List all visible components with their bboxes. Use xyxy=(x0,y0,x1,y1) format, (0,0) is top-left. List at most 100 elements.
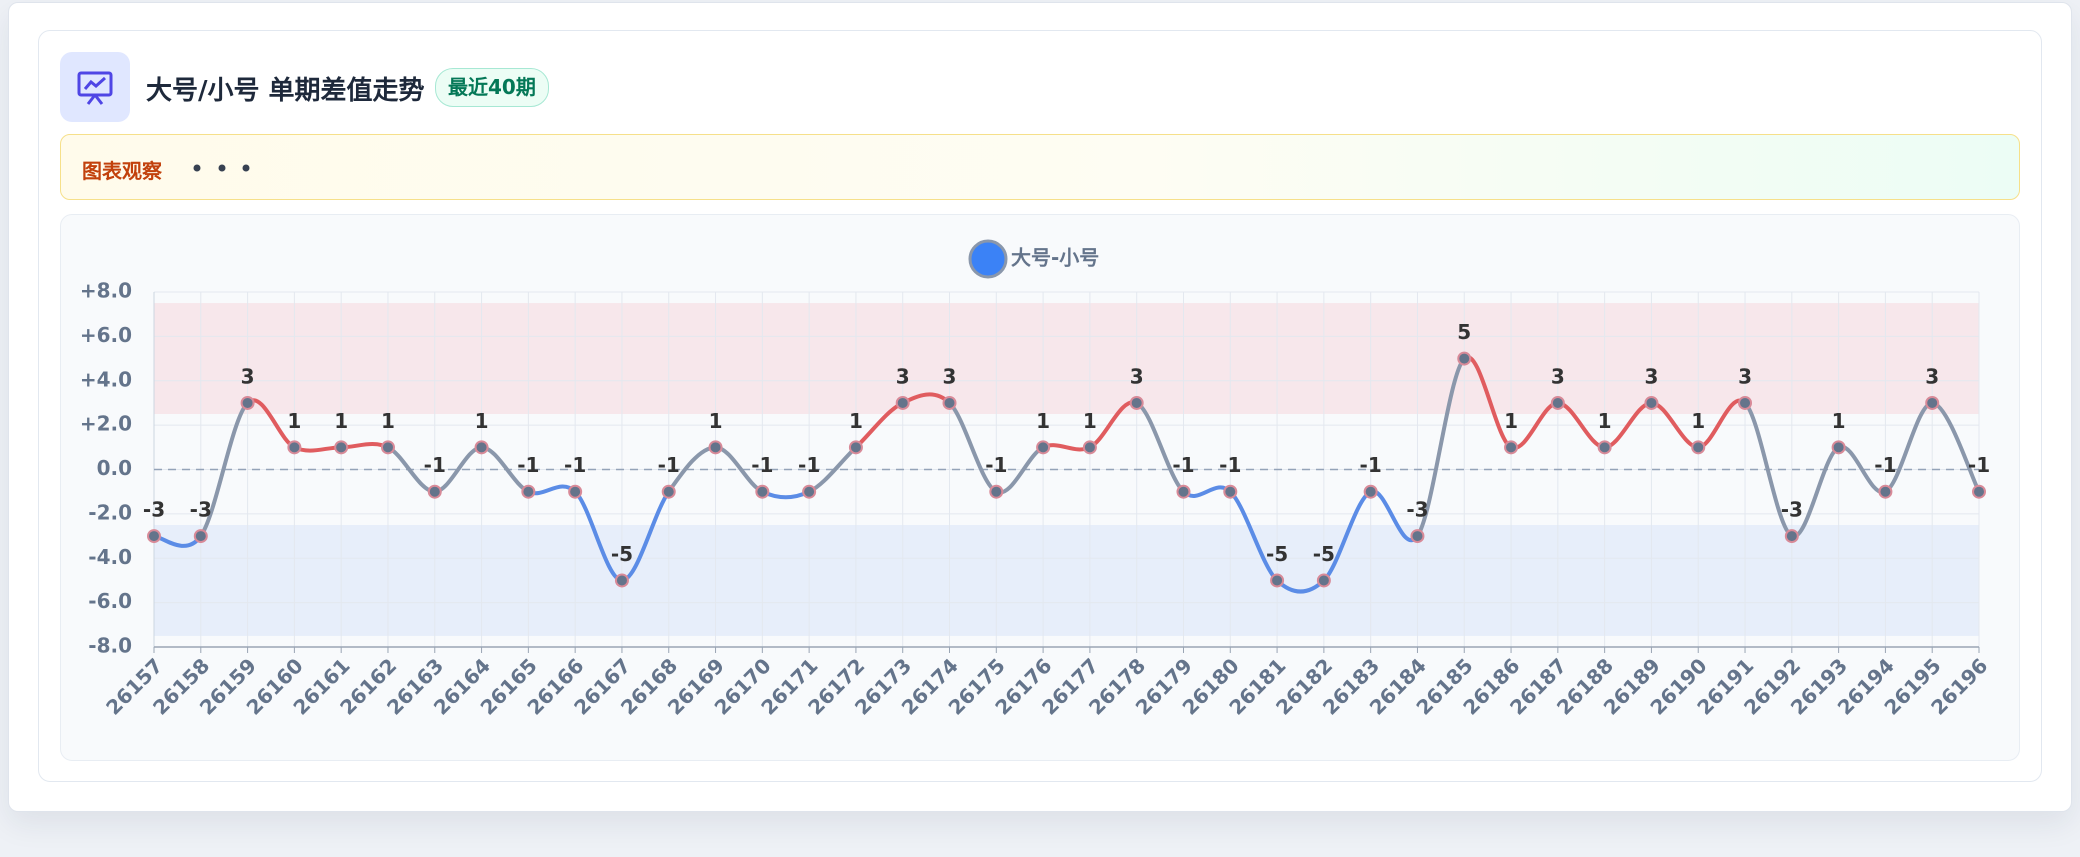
data-label: 1 xyxy=(1598,409,1612,433)
line-segment xyxy=(1228,489,1280,583)
data-label: 1 xyxy=(1036,409,1050,433)
data-point xyxy=(1691,440,1706,455)
data-point xyxy=(568,484,583,499)
period-badge: 最近40期 xyxy=(435,68,549,107)
data-label: -1 xyxy=(798,453,820,477)
data-point xyxy=(521,484,536,499)
line-segment xyxy=(526,484,578,496)
data-label: 1 xyxy=(1691,409,1705,433)
data-point xyxy=(989,484,1004,499)
data-point xyxy=(334,440,349,455)
line-segment xyxy=(760,489,812,500)
data-label: -3 xyxy=(1781,498,1803,522)
data-point xyxy=(1036,440,1051,455)
data-point xyxy=(287,440,302,455)
range-band xyxy=(154,303,1979,415)
data-label: 1 xyxy=(475,409,489,433)
line-segment xyxy=(1134,400,1186,494)
data-point xyxy=(147,529,161,544)
data-point xyxy=(1738,395,1753,410)
data-point xyxy=(708,440,723,455)
data-point xyxy=(1223,484,1238,499)
data-label: -1 xyxy=(1968,453,1990,477)
line-segment xyxy=(292,445,344,453)
data-label: 3 xyxy=(241,364,255,388)
data-label: 3 xyxy=(1551,364,1565,388)
data-label: 1 xyxy=(709,409,723,433)
data-label: -1 xyxy=(985,453,1007,477)
data-point xyxy=(848,440,863,455)
data-point xyxy=(427,484,442,499)
data-label: 3 xyxy=(896,364,910,388)
observation-bar[interactable] xyxy=(60,134,2020,200)
data-point xyxy=(1972,484,1986,499)
data-point xyxy=(1129,395,1144,410)
data-point xyxy=(1784,529,1799,544)
data-point xyxy=(895,395,910,410)
line-segment xyxy=(339,442,390,450)
data-point xyxy=(1316,573,1331,588)
data-point xyxy=(755,484,770,499)
observation-label: 图表观察 xyxy=(82,159,162,183)
line-segment xyxy=(1415,356,1467,539)
data-point xyxy=(1270,573,1285,588)
data-point xyxy=(942,395,957,410)
data-point xyxy=(1644,395,1659,410)
data-point xyxy=(1831,440,1846,455)
data-point xyxy=(1925,395,1940,410)
data-label: -1 xyxy=(1219,453,1241,477)
y-tick-label: -6.0 xyxy=(88,589,132,613)
data-label: 1 xyxy=(287,409,301,433)
data-point xyxy=(474,440,489,455)
data-point xyxy=(1457,351,1472,366)
line-segment xyxy=(1930,400,1981,494)
data-point xyxy=(1550,395,1565,410)
data-point xyxy=(1410,529,1425,544)
y-tick-label: -8.0 xyxy=(88,634,132,658)
data-label: 1 xyxy=(381,409,395,433)
data-label: -1 xyxy=(1172,453,1194,477)
data-label: 1 xyxy=(1083,409,1097,433)
y-tick-label: +8.0 xyxy=(80,279,132,303)
data-label: -1 xyxy=(564,453,586,477)
data-point xyxy=(380,440,395,455)
data-label: 1 xyxy=(334,409,348,433)
data-label: 3 xyxy=(1738,364,1752,388)
legend-marker xyxy=(968,239,1008,279)
data-point xyxy=(1504,440,1519,455)
data-point xyxy=(240,395,255,410)
data-label: -1 xyxy=(517,453,539,477)
data-label: -5 xyxy=(611,542,633,566)
data-label: 1 xyxy=(849,409,863,433)
data-label: -3 xyxy=(1406,498,1428,522)
data-label: 5 xyxy=(1457,320,1471,344)
y-tick-label: -4.0 xyxy=(88,545,132,569)
data-label: -1 xyxy=(1874,453,1896,477)
data-label: -5 xyxy=(1313,542,1335,566)
range-band xyxy=(154,524,1979,636)
data-point xyxy=(1082,440,1097,455)
data-label: 3 xyxy=(1925,364,1939,388)
data-label: -1 xyxy=(751,453,773,477)
line-segment xyxy=(1789,445,1841,539)
data-label: -1 xyxy=(1360,453,1382,477)
y-tick-label: +6.0 xyxy=(80,323,132,347)
data-point xyxy=(661,484,676,499)
data-label: 1 xyxy=(1832,409,1846,433)
legend-label: 大号-小号 xyxy=(1011,246,1099,270)
data-point xyxy=(1176,484,1191,499)
data-label: -5 xyxy=(1266,542,1288,566)
y-tick-label: 0.0 xyxy=(97,456,132,480)
data-label: 3 xyxy=(943,364,957,388)
data-label: -3 xyxy=(190,498,212,522)
data-point xyxy=(1878,484,1893,499)
data-label: -1 xyxy=(424,453,446,477)
icon-graphic xyxy=(77,71,113,105)
line-segment xyxy=(198,400,250,539)
data-point xyxy=(614,573,629,588)
line-segment xyxy=(1181,485,1233,498)
line-segment xyxy=(1041,443,1092,452)
chart-icon xyxy=(60,52,130,122)
